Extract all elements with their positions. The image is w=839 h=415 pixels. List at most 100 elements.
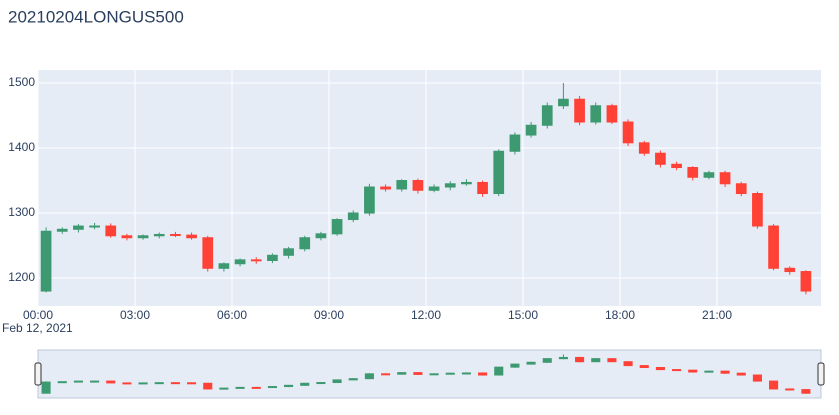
range-handle-left[interactable] xyxy=(34,362,42,386)
candle-body xyxy=(606,105,618,123)
candle-body xyxy=(396,180,408,190)
candle-body xyxy=(703,172,715,178)
y-tick-label: 1500 xyxy=(8,75,35,89)
slider-body xyxy=(526,361,536,365)
slider-body xyxy=(639,365,649,369)
candle-body xyxy=(687,167,699,178)
slider-body xyxy=(170,382,180,385)
candle-body xyxy=(299,237,311,250)
slider-body xyxy=(655,367,665,371)
candle-body xyxy=(105,225,117,237)
range-slider[interactable] xyxy=(37,349,822,399)
slider-body xyxy=(558,356,568,360)
candle-body xyxy=(121,235,133,239)
slider-body xyxy=(90,380,100,383)
candle-body xyxy=(40,230,52,292)
candle-body xyxy=(170,233,181,236)
candle-body xyxy=(461,181,472,185)
slider-body xyxy=(672,369,682,372)
slider-body xyxy=(494,366,504,376)
candle-body xyxy=(768,225,779,269)
slider-body xyxy=(688,369,698,373)
candle-body xyxy=(153,233,165,237)
candle-body xyxy=(202,237,214,269)
candle-body xyxy=(89,225,100,228)
candle-body xyxy=(315,233,327,239)
candle-body xyxy=(509,134,521,152)
candle-body xyxy=(558,98,569,107)
candle-body xyxy=(267,254,278,261)
slider-body xyxy=(704,370,714,373)
slider-body xyxy=(122,382,132,385)
y-tick-label: 1300 xyxy=(8,205,35,219)
slider-body xyxy=(429,373,439,376)
candle-body xyxy=(590,105,602,123)
slider-body xyxy=(332,379,342,384)
slider-body xyxy=(445,372,455,375)
slider-body xyxy=(57,381,67,384)
slider-body xyxy=(769,380,779,390)
slider-body xyxy=(623,361,633,367)
x-tick-label: 21:00 xyxy=(702,308,732,322)
candle-body xyxy=(186,234,197,239)
slider-body xyxy=(364,373,374,380)
slider-body xyxy=(300,382,310,386)
x-tick-label: 15:00 xyxy=(508,308,538,322)
candle-body xyxy=(283,248,294,256)
candle-body xyxy=(655,152,666,165)
slider-body xyxy=(284,384,294,388)
x-tick-label: 06:00 xyxy=(217,308,247,322)
slider-body xyxy=(478,372,488,376)
candle-body xyxy=(364,186,375,214)
candle-body xyxy=(380,186,391,190)
y-tick-label: 1400 xyxy=(8,140,35,154)
slider-body xyxy=(801,389,811,394)
slider-body xyxy=(413,372,423,375)
slider-body xyxy=(348,378,358,381)
candle-body xyxy=(638,142,650,154)
slider-body xyxy=(203,382,213,390)
candle-body xyxy=(137,235,149,239)
candle-body xyxy=(800,271,812,292)
range-handle-right[interactable] xyxy=(817,362,825,386)
slider-body xyxy=(591,358,601,363)
candle-body xyxy=(428,186,440,191)
slider-body xyxy=(187,382,197,385)
candle-body xyxy=(73,225,84,230)
candle-body xyxy=(574,98,585,123)
candle-body xyxy=(477,181,488,195)
candle-body xyxy=(444,183,456,188)
x-date-label: Feb 12, 2021 xyxy=(2,321,73,335)
slider-body xyxy=(154,382,164,385)
slider-body xyxy=(575,356,585,363)
slider-body xyxy=(510,363,520,368)
candle-body xyxy=(331,219,343,235)
candle-body xyxy=(735,183,747,195)
slider-body xyxy=(106,380,116,384)
slider-body xyxy=(316,382,326,385)
slider-body xyxy=(138,382,148,385)
x-tick-label: 09:00 xyxy=(314,308,344,322)
candle-body xyxy=(719,172,731,185)
candle-body xyxy=(56,228,68,232)
slider-body xyxy=(752,374,762,382)
slider-body xyxy=(461,372,471,375)
x-tick-label: 12:00 xyxy=(411,308,441,322)
chart-title: 20210204LONGUS500 xyxy=(8,7,184,26)
candle-body xyxy=(234,259,246,265)
candle-body xyxy=(493,150,505,195)
candle-body xyxy=(541,105,553,126)
slider-body xyxy=(785,388,795,391)
candle-body xyxy=(622,121,634,144)
candle-body xyxy=(347,212,359,221)
slider-body xyxy=(381,373,391,376)
slider-body xyxy=(720,370,730,374)
y-tick-label: 1200 xyxy=(8,270,35,284)
candle-body xyxy=(525,124,537,136)
slider-body xyxy=(542,358,552,363)
slider-body xyxy=(267,386,277,389)
x-tick-label: 18:00 xyxy=(605,308,635,322)
slider-body xyxy=(251,386,261,389)
slider-body xyxy=(73,380,83,383)
